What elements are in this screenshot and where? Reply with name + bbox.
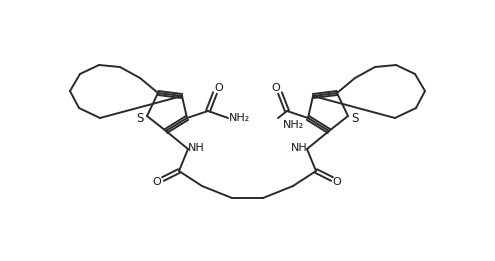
Text: O: O xyxy=(333,177,342,187)
Text: O: O xyxy=(272,83,280,93)
Text: S: S xyxy=(136,111,144,124)
Text: NH₂: NH₂ xyxy=(229,113,250,123)
Text: NH: NH xyxy=(188,143,204,153)
Text: NH: NH xyxy=(291,143,307,153)
Text: O: O xyxy=(215,83,223,93)
Text: S: S xyxy=(351,111,359,124)
Text: NH₂: NH₂ xyxy=(282,120,303,130)
Text: O: O xyxy=(152,177,161,187)
